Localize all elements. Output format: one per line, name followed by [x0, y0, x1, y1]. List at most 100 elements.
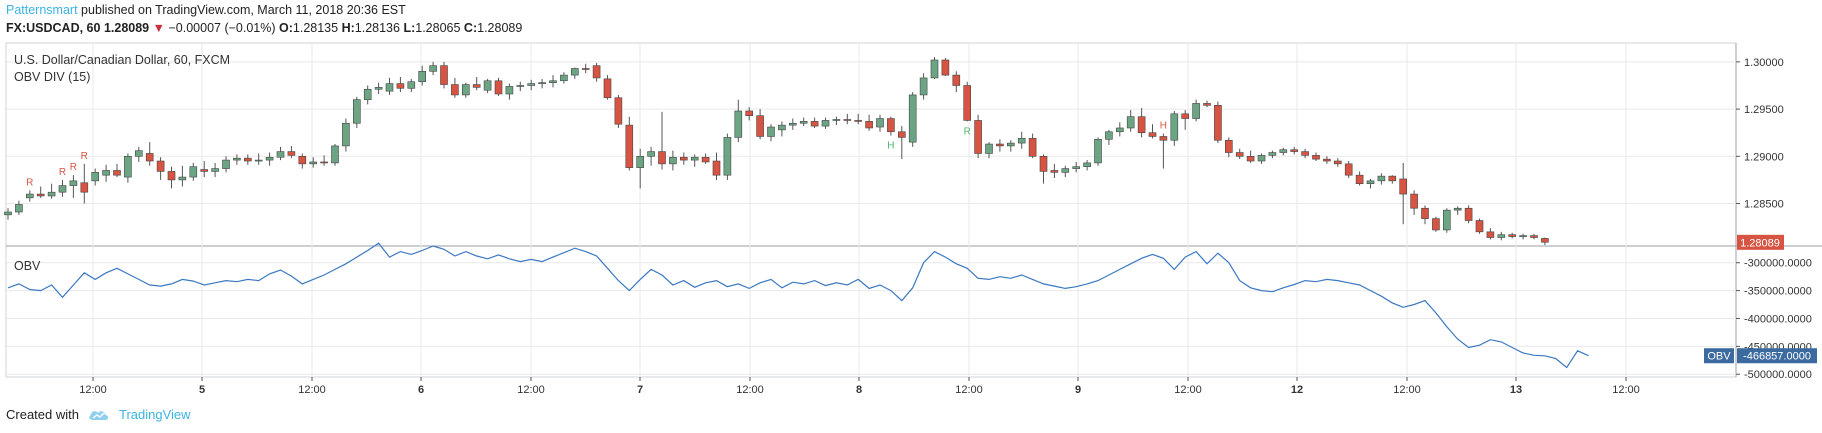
- divergence-marker: H: [1160, 121, 1167, 132]
- divergence-marker: R: [81, 151, 88, 162]
- candle-body: [429, 65, 437, 72]
- obv-value-tag: OBV -466857.0000: [1704, 348, 1817, 364]
- candle-body: [15, 204, 23, 213]
- candle-body: [331, 145, 339, 164]
- candlestick-series: [4, 57, 1549, 246]
- candle-body: [494, 80, 503, 95]
- candle-body: [1410, 193, 1418, 209]
- candle-body: [669, 156, 677, 165]
- obv-pane-title: OBV: [14, 259, 41, 273]
- candle-body: [309, 161, 318, 165]
- tradingview-link[interactable]: TradingView: [118, 407, 191, 422]
- candle-body: [1366, 180, 1375, 184]
- candle-body: [451, 84, 459, 96]
- divergence-marker: R: [59, 167, 66, 178]
- candle-body: [1094, 139, 1102, 164]
- close-value: 1.28089: [477, 21, 523, 35]
- candle-body: [647, 151, 655, 157]
- candle-body: [887, 118, 895, 133]
- candle-body: [1039, 156, 1048, 172]
- tradingview-cloud-icon: [89, 411, 108, 420]
- candle-body: [636, 156, 645, 168]
- candle-body: [1399, 178, 1407, 195]
- candle-body: [1203, 103, 1211, 106]
- candle-body: [352, 99, 361, 124]
- candle-body: [396, 83, 405, 89]
- candle-body: [1355, 174, 1364, 184]
- candle-body: [1268, 152, 1277, 156]
- candle-body: [1464, 207, 1473, 221]
- obv-tick-label: -300000.0000: [1744, 258, 1812, 270]
- candle-body: [407, 81, 416, 89]
- candle-body: [854, 120, 863, 122]
- price-axis-ticks: 1.30000 1.29500 1.29000 1.28500: [1736, 57, 1784, 211]
- chart-frame: [5, 42, 1737, 378]
- divergence-marker: H: [887, 141, 894, 152]
- candle-body: [549, 80, 557, 83]
- author-link[interactable]: Patternsmart: [6, 3, 78, 17]
- candle-body: [1421, 207, 1429, 219]
- obv-tick-label: -500000.0000: [1744, 369, 1812, 381]
- candle-body: [124, 156, 132, 178]
- candle-body: [1148, 132, 1157, 137]
- candle-body: [1486, 231, 1495, 238]
- candle-body: [233, 157, 241, 161]
- candle-body: [374, 87, 383, 90]
- candle-body: [1192, 103, 1200, 119]
- candle-body: [1137, 116, 1146, 133]
- candle-body: [1541, 238, 1549, 243]
- candle-body: [1050, 170, 1059, 173]
- candle-body: [658, 151, 666, 165]
- candle-body: [1312, 155, 1320, 160]
- time-tick-label: 12:00: [298, 384, 326, 396]
- time-tick-label: 12:00: [1174, 384, 1202, 396]
- candle-body: [200, 169, 208, 172]
- candle-body: [527, 83, 536, 86]
- candle-body: [363, 88, 372, 100]
- candle-body: [244, 157, 252, 162]
- candle-body: [178, 176, 187, 181]
- candle-body: [1519, 235, 1527, 237]
- candle-body: [135, 150, 143, 157]
- candle-body: [614, 97, 623, 125]
- candle-body: [418, 71, 427, 83]
- grid-lines: [6, 43, 1736, 377]
- candle-body: [712, 160, 721, 176]
- candle-body: [865, 121, 873, 129]
- obv-line: [7, 242, 1589, 369]
- candle-body: [36, 193, 45, 197]
- obv-tag-name: OBV: [1707, 351, 1731, 363]
- candle-body: [1235, 152, 1244, 157]
- candle-body: [156, 160, 165, 172]
- candle-body: [265, 156, 274, 161]
- time-tick-label: 9: [1075, 384, 1081, 396]
- candle-body: [701, 156, 710, 163]
- candle-body: [897, 131, 906, 138]
- time-tick-label: 8: [856, 384, 862, 396]
- candle-body: [996, 143, 1004, 147]
- candle-body: [1126, 116, 1135, 129]
- created-with-text: Created with: [6, 407, 79, 422]
- candle-body: [1453, 207, 1462, 211]
- last-price: 1.28089: [103, 21, 150, 35]
- candle-body: [1497, 234, 1506, 238]
- candle-body: [1257, 155, 1266, 162]
- instrument-title: U.S. Dollar/Canadian Dollar, 60, FXCM: [14, 53, 230, 67]
- candle-body: [756, 115, 764, 137]
- candle-body: [1225, 139, 1233, 153]
- candle-body: [1334, 160, 1342, 165]
- high-value: 1.28136: [354, 21, 400, 35]
- candle-body: [843, 119, 852, 121]
- candle-body: [788, 122, 797, 126]
- candle-body: [1061, 168, 1070, 173]
- price-tick-label: 1.30000: [1744, 57, 1784, 69]
- candle-body: [385, 83, 394, 92]
- open-label: O:: [279, 21, 293, 35]
- candle-body: [1072, 166, 1080, 169]
- candle-body: [810, 121, 819, 127]
- down-arrow-icon: ▼: [152, 21, 165, 35]
- candle-body: [919, 77, 928, 96]
- candle-body: [1083, 162, 1091, 167]
